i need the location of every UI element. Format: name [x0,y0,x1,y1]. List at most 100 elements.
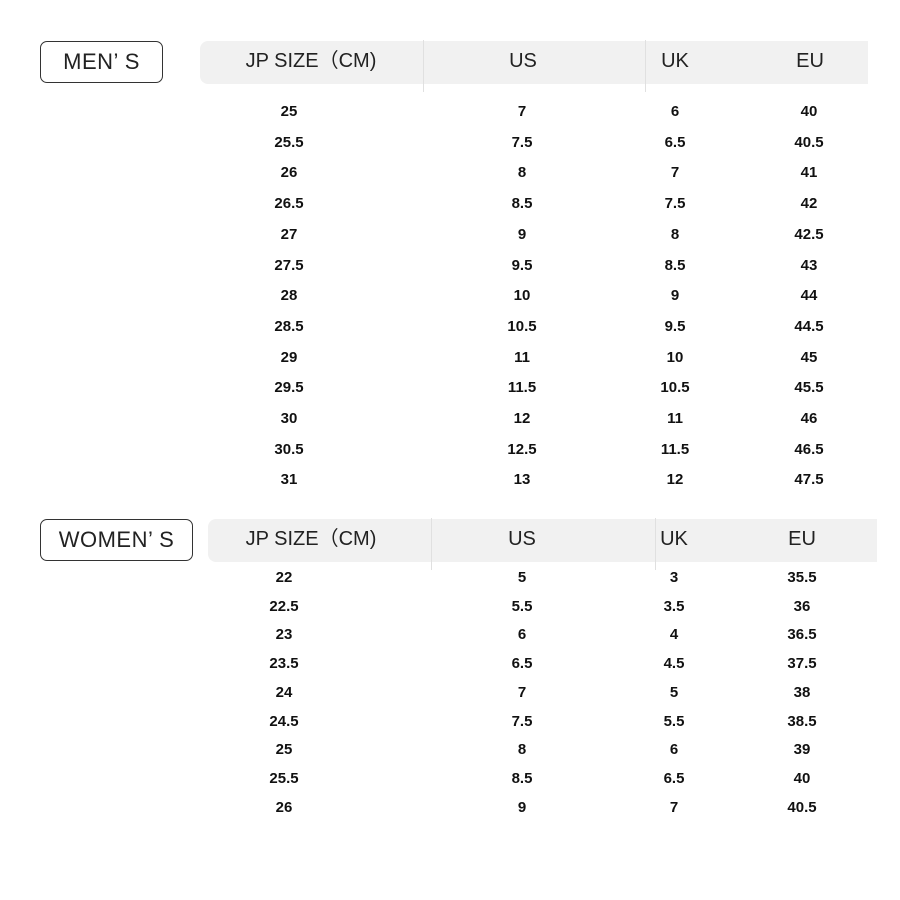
mens-cell-us: 11 [514,348,530,366]
womens-cell-us: 7.5 [511,712,533,730]
mens-header-bar [200,41,868,84]
mens-cell-jp-size: 27 [280,225,298,243]
womens-cell-jp-size: 22.5 [269,597,299,615]
mens-cell-eu: 41 [800,164,818,182]
mens-cell-eu: 45.5 [794,379,824,397]
mens-table-row: 28.5 10.5 9.5 44.5 [0,315,900,339]
mens-cell-us: 12 [513,410,531,427]
mens-cell-us: 13 [513,471,531,489]
mens-cell-jp-size: 25 [280,103,298,120]
mens-cell-uk: 11.5 [660,440,690,458]
womens-cell-uk: 6.5 [663,769,685,787]
mens-cell-eu: 42 [800,195,818,213]
mens-cell-jp-size: 28 [280,287,298,305]
mens-cell-us: 8.5 [511,195,533,213]
womens-header-divider-2 [655,518,656,570]
womens-cell-eu: 40.5 [787,798,817,816]
womens-cell-us: 5 [517,569,527,586]
mens-header-divider-2 [645,40,646,92]
mens-table-row: 29 11 10 45 [0,346,900,370]
womens-cell-jp-size: 26 [275,798,293,816]
mens-cell-eu: 42.5 [794,225,824,243]
womens-cell-jp-size: 25 [275,741,293,759]
womens-header-us: US [508,528,536,550]
womens-header-eu: EU [788,528,816,550]
womens-table-row: 22.5 5.5 3.5 36 [0,595,900,619]
mens-cell-eu: 46 [800,410,818,427]
womens-table-row: 25.5 8.5 6.5 40 [0,767,900,791]
mens-cell-eu: 43 [800,256,818,274]
mens-cell-jp-size: 26 [280,164,298,182]
womens-cell-jp-size: 24 [275,683,293,701]
mens-cell-us: 11.5 [507,379,537,397]
mens-cell-us: 7 [517,103,527,120]
mens-table-row: 28 10 9 44 [0,284,900,308]
womens-header-uk: UK [660,528,688,550]
womens-cell-us: 6.5 [511,655,533,673]
mens-cell-uk: 9.5 [664,317,686,335]
womens-cell-us: 5.5 [511,597,533,615]
womens-table-row: 24 7 5 38 [0,681,900,705]
mens-table-row: 25.5 7.5 6.5 40.5 [0,131,900,155]
mens-cell-us: 8 [517,164,527,182]
womens-cell-us: 9 [517,798,527,816]
mens-table-row: 27.5 9.5 8.5 43 [0,254,900,278]
womens-cell-eu: 38 [793,683,811,701]
womens-cell-eu: 35.5 [787,569,817,586]
womens-cell-uk: 4 [669,626,679,644]
womens-cell-eu: 40 [793,769,811,787]
mens-cell-uk: 11 [667,410,683,427]
womens-cell-eu: 37.5 [787,655,817,673]
womens-cell-uk: 4.5 [663,655,685,673]
mens-cell-uk: 9 [670,287,680,305]
mens-cell-eu: 45 [800,348,818,366]
womens-cell-eu: 39 [793,741,811,759]
mens-cell-jp-size: 29 [280,348,298,366]
mens-table-row: 25 7 6 40 [0,100,900,124]
mens-table-row: 31 13 12 47.5 [0,468,900,492]
womens-table-row: 26 9 7 40.5 [0,796,900,820]
mens-table-row: 29.5 11.5 10.5 45.5 [0,376,900,400]
mens-cell-uk: 8.5 [664,256,686,274]
womens-table-row: 25 8 6 39 [0,738,900,762]
womens-cell-us: 6 [517,626,527,644]
mens-cell-uk: 7 [670,164,680,182]
mens-table-row: 30 12 11 46 [0,407,900,431]
mens-cell-eu: 47.5 [794,471,824,489]
womens-table-row: 24.5 7.5 5.5 38.5 [0,710,900,734]
mens-header-divider-1 [423,40,424,92]
mens-cell-eu: 44.5 [794,317,824,335]
womens-cell-uk: 6 [669,741,679,759]
womens-cell-jp-size: 23 [275,626,293,644]
mens-cell-us: 10.5 [507,317,537,335]
mens-cell-eu: 46.5 [794,440,824,458]
mens-cell-jp-size: 28.5 [274,317,304,335]
mens-cell-jp-size: 27.5 [274,256,304,274]
mens-header-us: US [509,50,537,72]
mens-header-jp-size: JP SIZE（CM) [245,50,377,72]
mens-cell-us: 12.5 [507,440,537,458]
womens-cell-uk: 5.5 [663,712,685,730]
womens-cell-jp-size: 25.5 [269,769,299,787]
mens-cell-us: 10 [513,287,531,305]
womens-cell-uk: 3 [669,569,679,586]
womens-table-row: 22 5 3 35.5 [0,566,900,590]
womens-cell-us: 8.5 [511,769,533,787]
womens-cell-us: 8 [517,741,527,759]
womens-cell-jp-size: 23.5 [269,655,299,673]
womens-cell-eu: 36.5 [787,626,817,644]
womens-cell-us: 7 [517,683,527,701]
womens-header-jp-size: JP SIZE（CM) [245,528,377,550]
mens-cell-uk: 7.5 [664,195,686,213]
mens-cell-us: 9 [517,225,527,243]
mens-cell-us: 9.5 [511,256,533,274]
womens-cell-jp-size: 24.5 [269,712,299,730]
mens-cell-uk: 10.5 [660,379,690,397]
womens-header-divider-1 [431,518,432,570]
mens-cell-uk: 6 [670,103,680,120]
mens-header-eu: EU [796,50,824,72]
womens-header-bar [208,519,877,562]
mens-cell-uk: 12 [666,471,684,489]
womens-table-row: 23 6 4 36.5 [0,623,900,647]
womens-cell-uk: 3.5 [663,597,685,615]
